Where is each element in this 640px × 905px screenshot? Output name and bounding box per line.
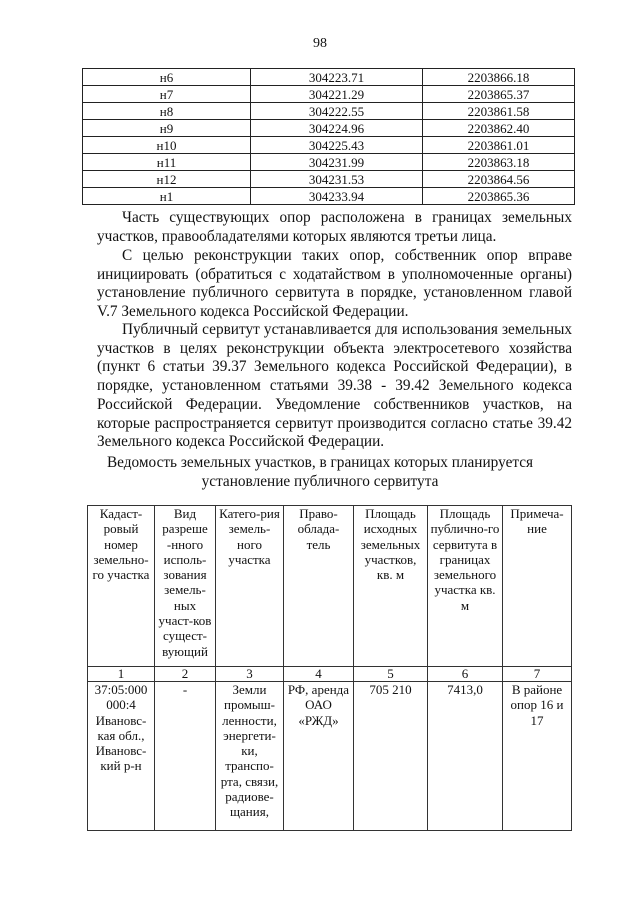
table-cell: 2203865.36 xyxy=(422,187,575,205)
table-cell: 304225.43 xyxy=(250,136,423,154)
table-cell: 1 xyxy=(87,666,155,682)
table-cell: 705 210 xyxy=(353,681,428,831)
table-row: н9 304224.96 2203862.40 xyxy=(82,119,575,137)
table-cell: В районе опор 16 и 17 xyxy=(502,681,572,831)
table-cell: 304233.94 xyxy=(250,187,423,205)
table-title-line: Ведомость земельных участков, в границах… xyxy=(106,454,534,471)
table-cell: 304222.55 xyxy=(250,102,423,120)
page-number: 98 xyxy=(313,36,327,51)
table-cell: 304231.99 xyxy=(250,153,423,171)
table-cell: Право-облада-тель xyxy=(283,505,354,667)
table-cell: н10 xyxy=(82,136,251,154)
table-cell: н9 xyxy=(82,119,251,137)
table-row: 37:05:000 000:4 Ивановс-кая обл., Иванов… xyxy=(87,681,572,831)
table-cell: Земли промыш-ленности, энергети-ки, тран… xyxy=(215,681,284,831)
paragraph: Публичный сервитут устанавливается для и… xyxy=(97,321,572,451)
table-cell: Площадь публично-го сервитута в границах… xyxy=(427,505,503,667)
table-cell: н8 xyxy=(82,102,251,120)
table-cell: 304223.71 xyxy=(250,68,423,86)
parcels-table: Кадаст-ровый номер земельно-го участка Ви… xyxy=(87,505,572,831)
table-cell: н1 xyxy=(82,187,251,205)
table-cell: 7 xyxy=(502,666,572,682)
table-cell: 37:05:000 000:4 Ивановс-кая обл., Иванов… xyxy=(87,681,155,831)
table-cell: Примеча-ние xyxy=(502,505,572,667)
table-cell: н7 xyxy=(82,85,251,103)
table-cell: Вид разреше -нного исполь-зования земель… xyxy=(154,505,216,667)
table-title: Ведомость земельных участков, в границах… xyxy=(0,454,640,491)
table-row: н10 304225.43 2203861.01 xyxy=(82,136,575,154)
table-cell: - xyxy=(154,681,216,831)
table-row: н7 304221.29 2203865.37 xyxy=(82,85,575,103)
table-row: н8 304222.55 2203861.58 xyxy=(82,102,575,120)
table-cell: н12 xyxy=(82,170,251,188)
table-cell: 4 xyxy=(283,666,354,682)
table-cell: 7413,0 xyxy=(427,681,503,831)
table-cell: 304231.53 xyxy=(250,170,423,188)
table-cell: Площадь исходных земельных участков, кв.… xyxy=(353,505,428,667)
table-cell: 304224.96 xyxy=(250,119,423,137)
table-cell: 2203861.58 xyxy=(422,102,575,120)
table-row: н1 304233.94 2203865.36 xyxy=(82,187,575,205)
table-cell: 2203866.18 xyxy=(422,68,575,86)
paragraph: Часть существующих опор расположена в гр… xyxy=(97,209,572,245)
table-cell: 2203865.37 xyxy=(422,85,575,103)
table-cell: 6 xyxy=(427,666,503,682)
table-row: Кадаст-ровый номер земельно-го участка Ви… xyxy=(87,505,572,667)
table-cell: 2 xyxy=(154,666,216,682)
table-cell: 2203861.01 xyxy=(422,136,575,154)
table-cell: 2203863.18 xyxy=(422,153,575,171)
table-title-line: установление публичного сервитута xyxy=(201,472,439,490)
table-cell: н11 xyxy=(82,153,251,171)
table-row: н6 304223.71 2203866.18 xyxy=(82,68,575,86)
table-cell: РФ, аренда ОАО «РЖД» xyxy=(283,681,354,831)
table-row: н12 304231.53 2203864.56 xyxy=(82,170,575,188)
table-cell: 304221.29 xyxy=(250,85,423,103)
table-cell: 2203862.40 xyxy=(422,119,575,137)
table-cell: 2203864.56 xyxy=(422,170,575,188)
paragraph: С целью реконструкции таких опор, собств… xyxy=(97,247,572,321)
table-cell: н6 xyxy=(82,68,251,86)
table-row: н11 304231.99 2203863.18 xyxy=(82,153,575,171)
table-cell: Кадаст-ровый номер земельно-го участка xyxy=(87,505,155,667)
table-cell: 5 xyxy=(353,666,428,682)
table-cell: Катего-рия земель-ного участка xyxy=(215,505,284,667)
coordinates-table: н6 304223.71 2203866.18 н7 304221.29 2203865.… xyxy=(82,68,575,205)
table-cell: 3 xyxy=(215,666,284,682)
